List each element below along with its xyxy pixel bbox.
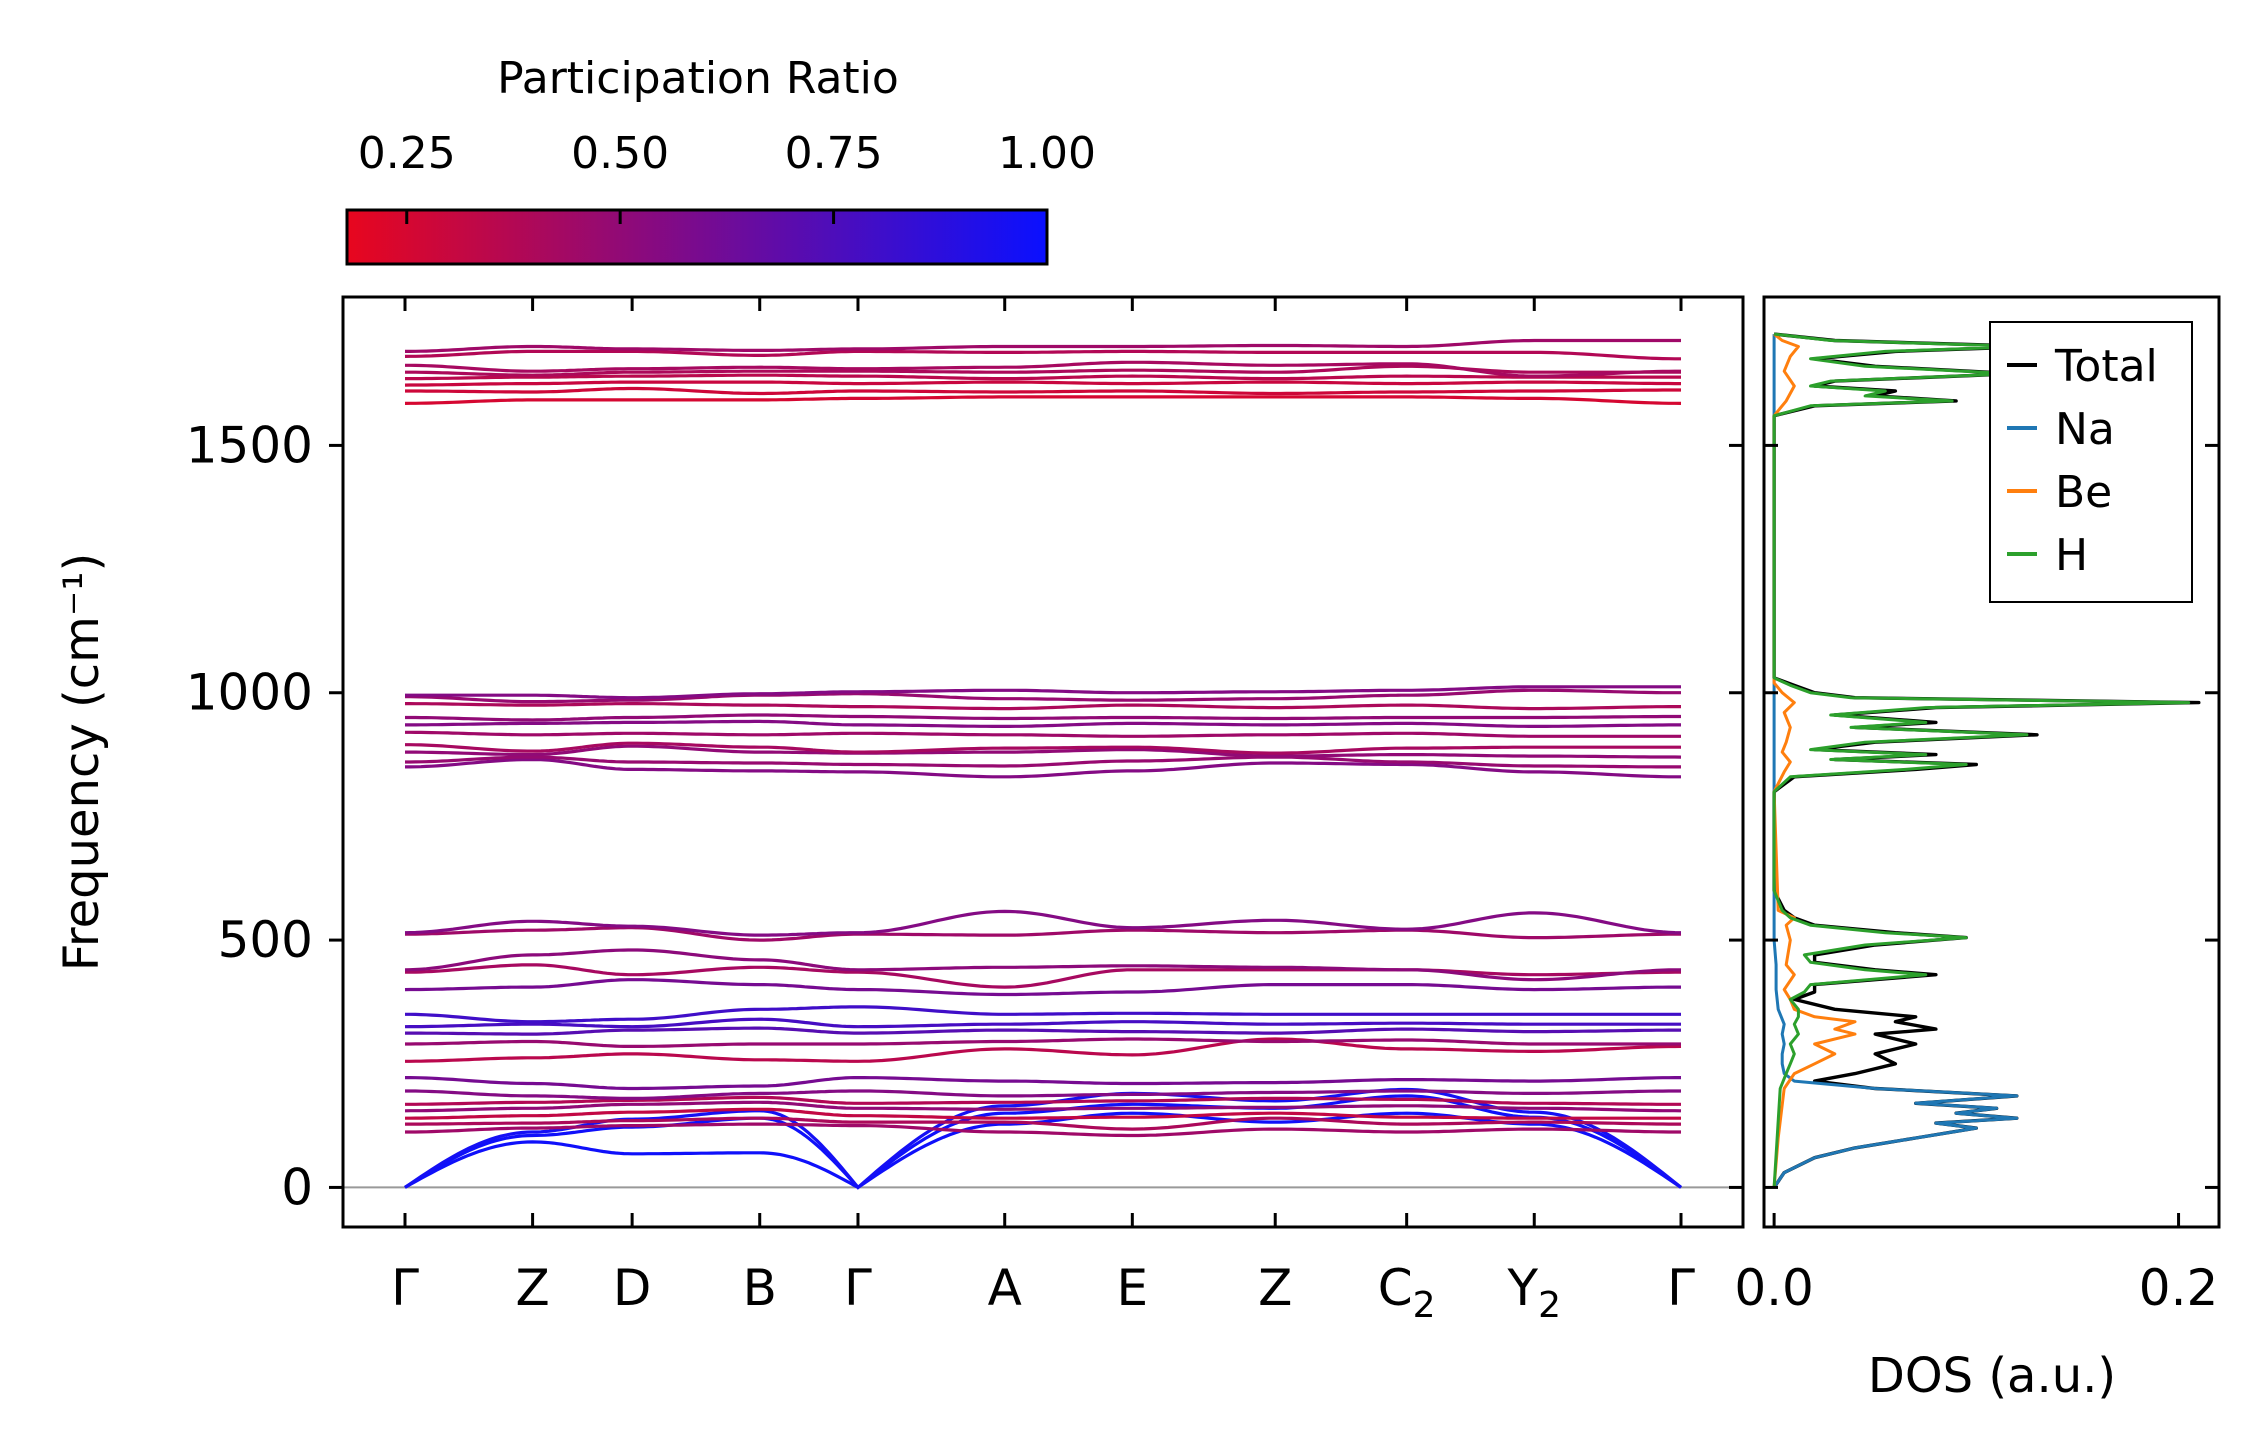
- band-t-8: [405, 338, 1681, 353]
- band-mid-9: [405, 926, 1682, 942]
- band-mid-8: [404, 948, 1681, 982]
- band-h-1: [405, 757, 1681, 779]
- dos-axes-frame: [1762, 295, 2221, 1229]
- band-axes-frame: [341, 295, 1745, 1229]
- k-point-label: Z: [1258, 1259, 1292, 1317]
- band-low-5: [405, 1095, 1681, 1106]
- colorbar-tick-label: 0.50: [571, 128, 669, 179]
- k-point-label: B: [743, 1259, 777, 1317]
- colorbar-gradient: [345, 208, 1049, 266]
- band-mid-5: [405, 1005, 1681, 1024]
- k-point-label: D: [613, 1259, 652, 1317]
- band-h-6: [405, 719, 1681, 728]
- dos-panel: 0.0 0.2 DOS (a.u.) Total Na Be H: [1734, 295, 2221, 1404]
- frequency-ticks: 0 500 1000 1500: [186, 416, 1743, 1216]
- freq-tick-label: 500: [218, 911, 313, 969]
- colorbar-tick-label: 0.25: [358, 128, 456, 179]
- y-axis-label: Frequency (cm⁻¹): [54, 553, 110, 971]
- colorbar-label: Participation Ratio: [497, 53, 899, 104]
- freq-tick-label: 1000: [186, 664, 313, 722]
- dos-curves: [1772, 332, 2201, 1189]
- k-point-label: Y2: [1507, 1259, 1561, 1326]
- freq-tick-label: 1500: [186, 416, 313, 474]
- k-point-label: A: [988, 1259, 1022, 1317]
- freq-tick-label: 0: [281, 1158, 313, 1216]
- legend-label-na: Na: [2055, 404, 2115, 455]
- band-t-4: [405, 373, 1681, 381]
- band-h-3: [405, 744, 1682, 759]
- band-mid-4: [404, 1017, 1681, 1029]
- colorbar-tick-label: 0.75: [785, 128, 883, 179]
- colorbar-tick-label: 1.00: [998, 128, 1096, 179]
- band-low-4: [404, 1100, 1682, 1113]
- band-t-7: [404, 349, 1681, 361]
- colorbar: Participation Ratio 0.25 0.50 0.75 1.00: [345, 53, 1096, 266]
- band-h-5: [405, 730, 1681, 738]
- dos-y-ticks: [1764, 443, 2219, 1189]
- dos-tick-label: 0.2: [2139, 1259, 2219, 1317]
- k-point-label: Γ: [391, 1259, 419, 1317]
- band-t-3: [404, 380, 1681, 387]
- legend-label-total: Total: [2054, 341, 2158, 392]
- band-h-4: [405, 741, 1681, 755]
- phonon-bands: [404, 338, 1683, 1190]
- k-point-label: Γ: [844, 1259, 872, 1317]
- band-low-2: [405, 1116, 1681, 1131]
- band-h-10: [405, 685, 1681, 700]
- band-h-7: [405, 713, 1681, 722]
- band-h-8: [405, 702, 1681, 711]
- legend: Total Na Be H: [1989, 321, 2193, 603]
- dos-tick-label: 0.0: [1734, 1259, 1814, 1317]
- band-mid-3: [405, 1026, 1681, 1036]
- k-point-label: Z: [515, 1259, 549, 1317]
- k-point-label: E: [1117, 1259, 1149, 1317]
- band-mid-10: [404, 909, 1682, 937]
- band-mid-6: [404, 978, 1681, 997]
- band-t-1: [404, 395, 1682, 405]
- band-mid-2: [405, 1037, 1681, 1048]
- band-mid-1: [405, 1037, 1682, 1063]
- band-structure-panel: Γ Z D B Γ A E Z C2 Y2 Γ 0 500 1000 1500 Frequency (cm…: [54, 295, 1745, 1326]
- band-h-9: [405, 688, 1681, 704]
- band-t-6: [405, 360, 1681, 378]
- band-t-2: [405, 386, 1681, 396]
- k-point-label: Γ: [1667, 1259, 1695, 1317]
- band-low-6: [405, 1089, 1681, 1100]
- dos-curve-na: [1772, 334, 2019, 1189]
- legend-label-h: H: [2055, 530, 2088, 581]
- k-point-label: C2: [1378, 1259, 1436, 1326]
- band-low-3: [405, 1107, 1681, 1120]
- band-h-2: [405, 755, 1681, 769]
- dos-x-ticks: 0.0 0.2: [1734, 1213, 2218, 1317]
- k-path-ticks: Γ Z D B Γ A E Z C2 Y2 Γ: [391, 297, 1695, 1326]
- band-low-1: [405, 1122, 1681, 1138]
- legend-label-be: Be: [2055, 467, 2112, 518]
- dos-x-axis-label: DOS (a.u.): [1868, 1348, 2116, 1404]
- colorbar-ticks: 0.25 0.50 0.75 1.00: [358, 128, 1096, 224]
- band-low-7: [405, 1076, 1681, 1091]
- dos-curve-h: [1772, 332, 2191, 1188]
